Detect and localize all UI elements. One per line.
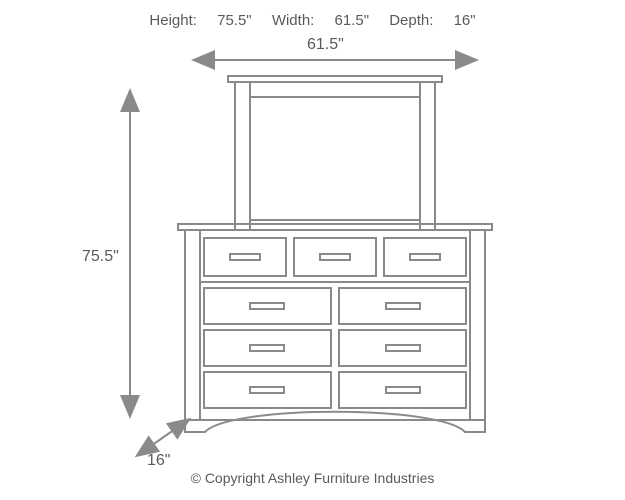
mirror-top-trim — [228, 76, 442, 82]
height-value: 75.5" — [217, 12, 252, 29]
width-value: 61.5" — [335, 12, 370, 29]
copyright-text: © Copyright Ashley Furniture Industries — [0, 470, 625, 486]
drawer-r2-left — [204, 288, 331, 324]
drawer-r4-right — [339, 372, 466, 408]
width-label: Width: — [272, 12, 315, 29]
dresser-top-trim — [178, 224, 492, 230]
width-callout: 61.5" — [307, 36, 344, 54]
dresser-base — [185, 412, 485, 432]
depth-label: Depth: — [389, 12, 433, 29]
drawer-r2-right — [339, 288, 466, 324]
drawer-r4-left — [204, 372, 331, 408]
depth-callout: 16" — [147, 452, 170, 470]
mirror-inner — [250, 97, 420, 220]
dimensions-header: Height: 75.5" Width: 61.5" Depth: 16" — [0, 12, 625, 29]
drawer-r3-right — [339, 330, 466, 366]
depth-arrow — [138, 420, 188, 455]
mirror-outer — [235, 82, 435, 230]
height-label: Height: — [149, 12, 197, 29]
drawer-top-left — [204, 238, 286, 276]
drawer-top-right — [384, 238, 466, 276]
height-callout: 75.5" — [82, 248, 119, 266]
depth-value: 16" — [454, 12, 476, 29]
drawer-r3-left — [204, 330, 331, 366]
drawer-top-mid — [294, 238, 376, 276]
